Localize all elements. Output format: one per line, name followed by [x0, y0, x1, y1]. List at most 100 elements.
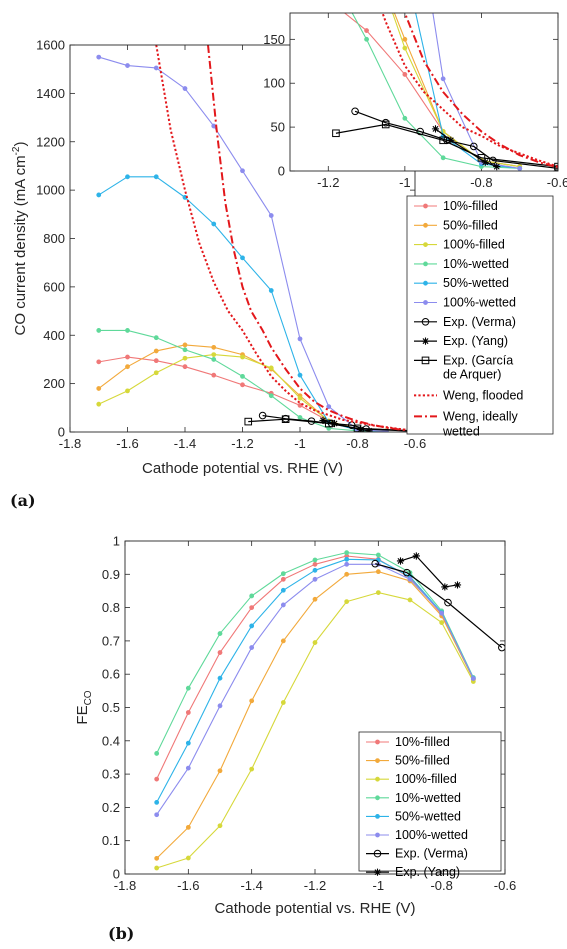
b-y-axis-label-main: FE — [74, 705, 91, 724]
a-series-weng-flooded — [155, 45, 415, 432]
a-line-exp-garc-a-de-arquer — [248, 418, 415, 432]
b-point-10-filled — [312, 561, 318, 567]
b-point-100-wetted — [280, 602, 286, 608]
inset-x-tick-label: -0.6 — [547, 175, 567, 190]
b-y-tick-label: 0 — [113, 867, 120, 882]
a-point-50-wetted — [211, 221, 217, 227]
panel-label-b: (b) — [108, 924, 134, 943]
b-point-50-filled — [312, 596, 318, 602]
b-point-100-filled — [217, 823, 223, 829]
b-y-tick-label: 0.2 — [102, 800, 120, 815]
b-point-exp-yang — [441, 583, 449, 591]
a-series-10-wetted — [96, 328, 389, 432]
inset-point-100-filled — [173, 20, 177, 24]
a-y-tick-label: 600 — [43, 279, 65, 294]
b-point-100-filled — [154, 865, 160, 871]
a-point-100-wetted — [297, 336, 303, 342]
b-point-100-wetted — [217, 703, 223, 709]
b-point-100-wetted — [249, 645, 255, 650]
b-point-50-filled — [185, 824, 191, 830]
b-series-100-wetted — [154, 561, 476, 818]
inset-x-tick-label: -0.8 — [470, 175, 492, 190]
a-line-weng-ideally-wetted — [207, 45, 415, 432]
b-point-100-filled — [280, 700, 286, 705]
a-point-100-filled — [125, 388, 130, 394]
a-point-50-wetted — [125, 174, 130, 180]
inset-point-10-filled — [364, 28, 369, 33]
inset-point-exp-garc-a-de-arquer — [477, 154, 486, 162]
a-legend-label: Weng, ideally — [443, 409, 519, 423]
a-x-tick-label: -1.2 — [231, 436, 253, 451]
b-point-100-wetted — [312, 576, 318, 582]
inset-point-50-filled — [135, 11, 139, 15]
b-point-10-filled — [249, 605, 255, 610]
b-point-10-filled — [154, 776, 160, 782]
b-point-10-wetted — [344, 550, 350, 556]
b-y-tick-label: 0.1 — [102, 833, 120, 848]
a-point-10-wetted — [125, 328, 130, 333]
a-x-tick-label: -0.6 — [404, 436, 426, 451]
a-x-tick-label: -0.8 — [346, 436, 368, 451]
b-point-10-filled — [280, 576, 286, 582]
b-point-50-wetted — [280, 587, 286, 593]
b-point-100-filled — [375, 590, 381, 596]
a-point-10-wetted — [182, 347, 188, 353]
inset-series-weng-ideally-wetted — [403, 13, 558, 169]
inset-line-100-filled — [392, 13, 520, 168]
b-point-100-wetted — [344, 561, 350, 567]
a-point-50-filled — [211, 344, 217, 350]
b-line-exp-yang — [400, 555, 458, 588]
a-point-50-filled — [96, 386, 102, 391]
inset-axes-frame — [289, 12, 559, 172]
a-legend-marker-10-filled — [423, 203, 428, 209]
b-point-10-wetted — [217, 631, 223, 636]
a-point-100-filled — [211, 352, 217, 357]
a-point-100-filled — [240, 354, 245, 360]
inset-point-10-filled — [326, 0, 330, 2]
a-point-10-filled — [211, 372, 217, 378]
a-point-100-filled — [268, 365, 274, 371]
b-point-exp-verma — [371, 559, 379, 568]
a-point-100-filled — [96, 401, 102, 407]
a-x-tick-label: -1.6 — [116, 436, 138, 451]
a-point-50-filled — [125, 364, 130, 370]
inset-point-exp-yang — [493, 163, 501, 171]
a-legend-marker-exp-garc-a-de-arquer — [421, 356, 430, 365]
a-point-exp-yang — [330, 419, 339, 428]
b-point-50-wetted — [185, 740, 191, 746]
inset-point-100-wetted — [517, 165, 523, 171]
b-series-exp-yang — [396, 552, 462, 591]
a-legend-label: Exp. (García — [443, 353, 513, 367]
b-y-tick-label: 0.5 — [102, 700, 120, 715]
a-point-10-filled — [182, 364, 188, 370]
a-point-100-wetted — [96, 54, 102, 60]
b-legend-label: Exp. (Yang) — [395, 865, 460, 879]
a-point-50-wetted — [153, 174, 159, 180]
b-legend-marker-100-filled — [375, 776, 380, 782]
a-point-100-filled — [153, 370, 159, 376]
inset-point-10-wetted — [364, 36, 369, 42]
b-point-10-wetted — [154, 751, 160, 756]
a-y-tick-label: 1200 — [36, 134, 65, 149]
b-y-tick-label: 0.9 — [102, 567, 120, 582]
a-point-exp-garc-a-de-arquer — [324, 419, 333, 428]
inset-point-10-wetted — [440, 155, 446, 161]
b-series-100-filled — [154, 590, 476, 871]
b-point-10-filled — [185, 710, 191, 715]
a-y-axis-label: CO current density (mA cm-2) — [11, 142, 29, 336]
a-point-100-filled — [297, 395, 303, 401]
b-point-100-wetted — [439, 610, 445, 616]
inset-point-exp-garc-a-de-arquer — [439, 136, 447, 145]
a-x-tick-label: -1.8 — [59, 436, 81, 451]
b-point-50-filled — [154, 855, 160, 861]
a-point-50-filled — [182, 342, 188, 348]
b-x-tick-label: -1.2 — [304, 878, 326, 893]
a-x-axis-label: Cathode potential vs. RHE (V) — [142, 460, 343, 477]
a-point-10-filled — [125, 354, 130, 360]
b-point-100-wetted — [407, 576, 413, 582]
a-legend-label: 10%-filled — [443, 199, 498, 213]
b-legend-marker-10-wetted — [375, 795, 380, 801]
b-x-tick-label: -0.6 — [494, 878, 516, 893]
b-point-100-filled — [312, 640, 318, 645]
b-x-tick-label: -1.4 — [240, 878, 262, 893]
